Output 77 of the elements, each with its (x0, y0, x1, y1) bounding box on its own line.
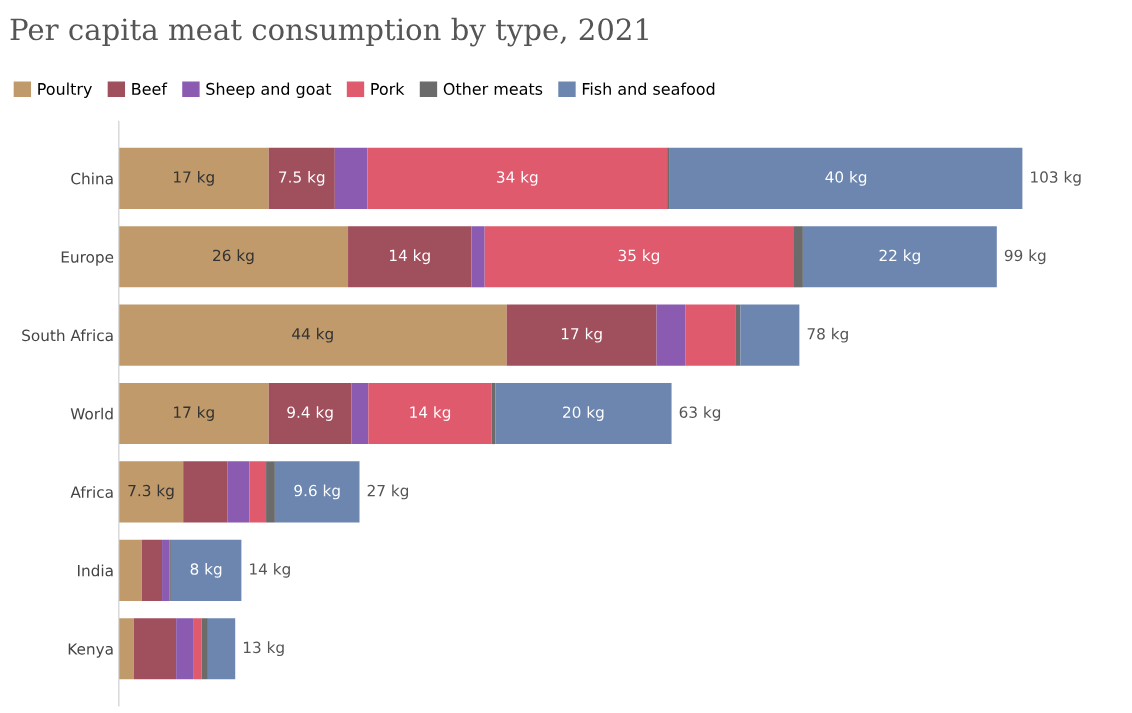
bar (227, 461, 250, 523)
bar (118, 147, 269, 209)
data-label: 17 kg (561, 327, 602, 343)
bar (268, 147, 335, 209)
legend-label: Fish and seafood (582, 82, 715, 95)
data-label: 8 kg (190, 562, 222, 578)
bar (368, 382, 492, 445)
bar (506, 304, 657, 366)
bar (133, 618, 177, 680)
bar (249, 461, 267, 523)
legend-label: Other meats (443, 82, 543, 95)
y-tick-label: South Africa (22, 329, 113, 342)
bar (183, 461, 228, 523)
legend-label: Pork (371, 82, 405, 95)
y-tick-label: China (71, 172, 113, 185)
total-label: 27 kg (367, 484, 409, 500)
bar (334, 147, 368, 209)
y-tick-label: India (78, 564, 113, 577)
data-label: 44 kg (292, 327, 333, 343)
data-label: 7.5 kg (279, 170, 325, 186)
bar (669, 147, 1023, 209)
bar (268, 382, 352, 445)
data-label: 7.3 kg (128, 484, 174, 500)
bar (471, 226, 485, 288)
data-label: 14 kg (410, 406, 451, 421)
bar (685, 304, 736, 366)
bar (495, 382, 672, 445)
data-label: 40 kg (825, 170, 867, 186)
bar (118, 618, 134, 680)
total-label: 63 kg (679, 406, 721, 421)
data-label: 17 kg (174, 406, 214, 421)
total-label: 103 kg (1031, 170, 1081, 186)
legend-label: Beef (132, 82, 168, 95)
bar (118, 226, 349, 288)
bar (193, 618, 202, 680)
data-label: 22 kg (879, 249, 920, 265)
bar (802, 226, 997, 288)
bar (367, 147, 668, 209)
data-label: 35 kg (618, 249, 659, 265)
data-label: 26 kg (213, 249, 254, 265)
bar (118, 382, 269, 445)
legend-label: Sheep and goat (206, 82, 332, 99)
bar (118, 539, 142, 601)
bar (170, 539, 242, 601)
data-label: 20 kg (563, 406, 604, 421)
chart-title: Per capita meat consumption by type, 2021 (10, 17, 648, 47)
bar (266, 461, 275, 523)
bar (351, 382, 369, 445)
bar (793, 226, 803, 288)
y-tick-label: Kenya (68, 643, 113, 658)
y-tick-label: Europe (61, 251, 114, 266)
data-label: 9.4 kg (287, 406, 333, 421)
total-label: 13 kg (243, 641, 284, 657)
data-label: 14 kg (390, 249, 430, 265)
data-label: 34 kg (497, 170, 538, 186)
legend-label: Poultry (38, 82, 92, 99)
data-label: 9.6 kg (294, 484, 340, 500)
bar (484, 226, 794, 288)
bar (735, 304, 741, 366)
bar (207, 618, 236, 680)
bar (274, 461, 360, 523)
bar (176, 618, 194, 680)
bar (667, 147, 670, 209)
data-label: 17 kg (174, 170, 214, 186)
bar (201, 618, 208, 680)
bar (162, 539, 170, 601)
bar (141, 539, 163, 601)
bar (348, 226, 472, 288)
total-label: 99 kg (1004, 249, 1046, 265)
bar (740, 304, 800, 366)
bar (118, 461, 184, 523)
y-tick-label: World (70, 407, 113, 420)
y-tick-label: Africa (70, 486, 113, 498)
bar (656, 304, 686, 366)
total-label: 78 kg (807, 327, 848, 343)
total-label: 14 kg (250, 562, 290, 578)
bar (118, 304, 507, 366)
